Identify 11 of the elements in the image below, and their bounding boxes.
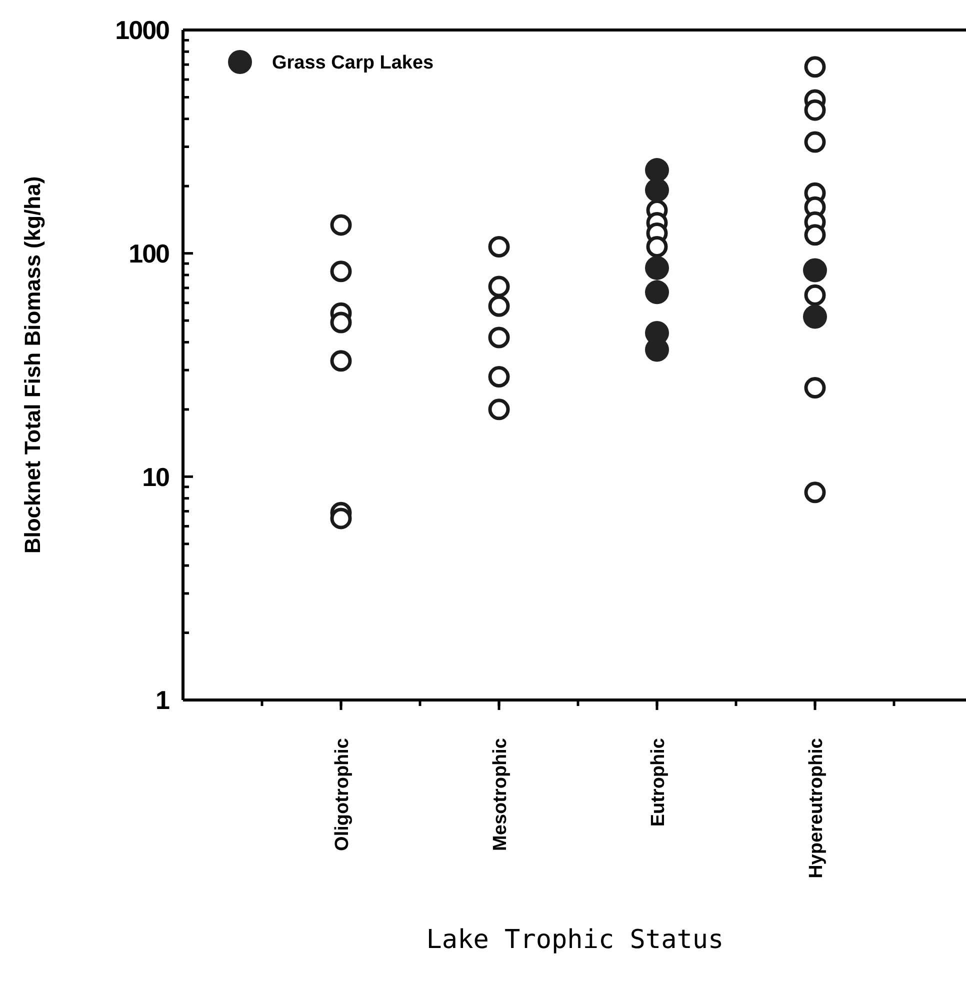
legend-label: Grass Carp Lakes bbox=[272, 52, 434, 74]
x-tick-label: Mesotrophic bbox=[490, 738, 511, 851]
y-tick-label: 1000 bbox=[115, 15, 170, 46]
x-tick-label: Eutrophic bbox=[648, 738, 669, 827]
x-tick-label: Hypereutrophic bbox=[806, 738, 827, 878]
y-axis-title: Blocknet Total Fish Biomass (kg/ha) bbox=[20, 176, 45, 554]
y-tick-label: 100 bbox=[128, 238, 170, 268]
x-tick-label: Oligotrophic bbox=[332, 738, 353, 851]
y-tick-label: 1 bbox=[156, 685, 170, 716]
x-axis-title: Lake Trophic Status bbox=[426, 925, 724, 955]
y-tick-label: 10 bbox=[142, 462, 170, 492]
